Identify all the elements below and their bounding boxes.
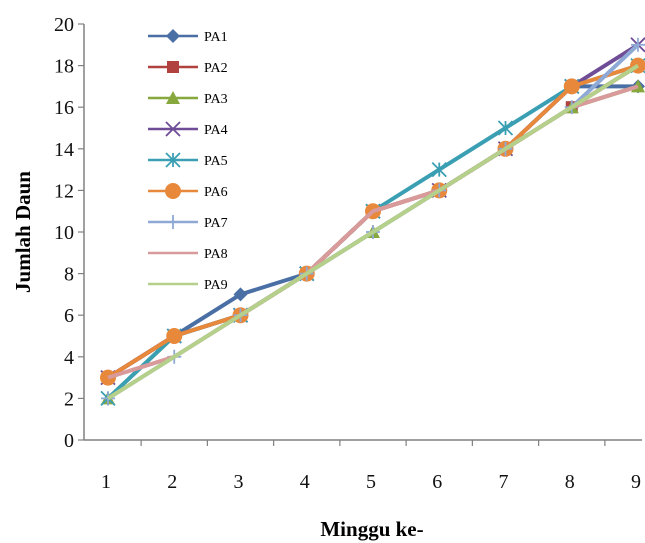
legend-label: PA7 xyxy=(204,216,228,231)
legend-label: PA1 xyxy=(204,30,228,45)
legend-item: PA3 xyxy=(148,91,228,107)
y-axis-title: Jumlah Daun xyxy=(11,171,35,293)
x-tick-label: 6 xyxy=(432,471,442,493)
legend-item: PA4 xyxy=(148,121,228,138)
legend-item: PA6 xyxy=(148,183,228,200)
y-tick-label: 0 xyxy=(64,430,74,452)
y-tick-label: 12 xyxy=(54,180,74,202)
legend-label: PA6 xyxy=(204,185,228,200)
x-tick-label: 8 xyxy=(565,471,575,493)
legend-marker xyxy=(165,121,181,137)
legend-item: PA2 xyxy=(148,61,228,76)
x-axis-title: Minggu ke- xyxy=(320,517,423,541)
legend-item: PA9 xyxy=(148,278,228,293)
y-tick-label: 10 xyxy=(54,222,74,244)
legend-label: PA2 xyxy=(204,61,228,76)
x-tick-label: 4 xyxy=(300,471,310,493)
legend-marker xyxy=(166,29,180,43)
legend-item: PA8 xyxy=(148,247,228,262)
y-tick-label: 14 xyxy=(54,139,74,161)
y-tick-label: 6 xyxy=(64,305,74,327)
x-tick-label: 7 xyxy=(499,471,509,493)
data-point xyxy=(497,120,514,136)
series-line xyxy=(106,84,639,400)
legend-label: PA3 xyxy=(204,92,228,107)
series-pa9 xyxy=(106,63,640,401)
legend-marker xyxy=(165,152,181,168)
legend-item: PA1 xyxy=(148,29,228,45)
y-tick-label: 2 xyxy=(64,388,74,410)
legend-label: PA4 xyxy=(204,123,228,138)
x-tick-label: 2 xyxy=(167,471,177,493)
data-point xyxy=(166,328,183,344)
legend-marker xyxy=(165,183,181,199)
legend-item: PA5 xyxy=(148,152,228,169)
data-point xyxy=(431,161,447,178)
series-layer xyxy=(100,37,645,407)
x-tick-label: 5 xyxy=(366,471,376,493)
series-line xyxy=(106,63,640,401)
legend-item: PA7 xyxy=(148,215,228,231)
y-tick-label: 20 xyxy=(54,14,74,36)
y-tick-label: 16 xyxy=(54,97,74,119)
legend-marker xyxy=(167,61,179,73)
legend-label: PA9 xyxy=(204,278,228,293)
data-point xyxy=(563,78,580,95)
x-tick-label: 1 xyxy=(101,471,111,493)
data-point xyxy=(233,287,248,302)
data-point xyxy=(631,37,645,52)
y-tick-label: 4 xyxy=(64,347,74,369)
x-tick-label: 3 xyxy=(234,471,244,493)
y-tick-label: 8 xyxy=(64,264,74,286)
legend-marker xyxy=(166,215,180,229)
legend-marker xyxy=(166,91,180,104)
legend-label: PA8 xyxy=(204,247,228,262)
legend: PA1 PA2 PA3 PA4 PA5 PA6 PA7 PA8 PA9 xyxy=(148,29,228,293)
x-tick-label: 9 xyxy=(631,471,641,493)
y-tick-label: 18 xyxy=(54,56,74,78)
legend-label: PA5 xyxy=(204,154,228,169)
